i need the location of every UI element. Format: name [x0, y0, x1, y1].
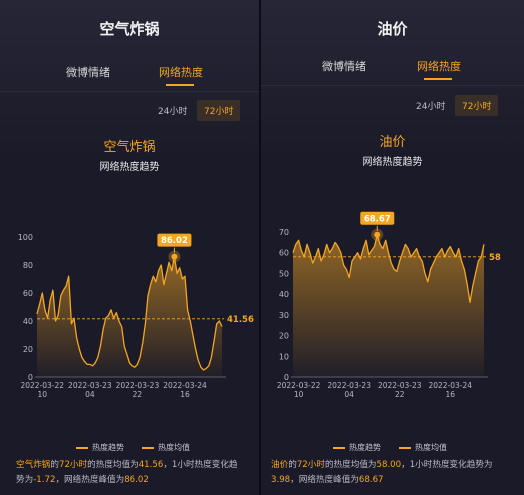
summary-change: 3.98 [271, 475, 291, 485]
chart-title: 油价 [379, 135, 406, 150]
summary-peak: 86.02 [124, 475, 149, 485]
summary-hours: 72小时 [59, 460, 88, 470]
legend-dashed-swatch [142, 446, 154, 449]
x-tick-label: 2022-03-23 [68, 381, 112, 390]
panel-oil-price: 油价 微博情绪 网络热度 24小时 72小时 油价 网络热度趋势 0 10 20 30… [261, 0, 524, 495]
summary-text: 的热度均值为 [324, 460, 377, 470]
panel-title: 油价 [377, 20, 408, 38]
range-24h-button[interactable]: 24小时 [416, 102, 446, 112]
peak-label: 68.67 [364, 214, 391, 224]
y-tick-label: 0 [28, 373, 33, 382]
y-tick-label: 40 [279, 290, 289, 299]
x-tick-label: 2022-03-22 [277, 381, 321, 390]
x-tick-sublabel: 22 [395, 390, 405, 399]
panel-air-fryer: 空气炸锅 微博情绪 网络热度 24小时 72小时 空气炸锅 网络热度趋势 0 20… [0, 0, 259, 495]
x-tick-label: 2022-03-23 [116, 381, 160, 390]
y-tick-label: 20 [279, 332, 289, 341]
summary-text: ，1小时热度变化趋势为 [401, 460, 493, 470]
y-tick-label: 80 [23, 261, 33, 270]
x-tick-label: 2022-03-24 [163, 381, 207, 390]
peak-point [171, 253, 178, 260]
legend-line-swatch [76, 446, 88, 449]
x-tick-sublabel: 04 [85, 390, 95, 399]
summary-text: 的 [288, 460, 297, 470]
peak-point [374, 231, 381, 238]
summary-text: ，网络热度峰值为 [290, 475, 359, 485]
summary-hours: 72小时 [296, 460, 325, 470]
y-tick-label: 100 [18, 233, 33, 242]
x-tick-label: 2022-03-23 [378, 381, 422, 390]
panel-title: 空气炸锅 [99, 20, 160, 38]
legend-trend-label: 热度趋势 [92, 443, 124, 452]
legend-line-swatch [333, 446, 345, 449]
trend-line [36, 255, 223, 371]
y-tick-label: 0 [284, 373, 289, 382]
chart-legend: 热度趋势 热度均值 [333, 442, 447, 453]
panel-separator [259, 0, 261, 495]
y-tick-label: 40 [23, 317, 33, 326]
summary-text: ，网络热度峰值为 [55, 475, 125, 485]
peak-badge [157, 233, 192, 247]
chart-title: 空气炸锅 [103, 140, 156, 155]
x-tick-sublabel: 10 [294, 390, 304, 399]
legend-trend-label: 热度趋势 [349, 443, 381, 452]
x-tick-sublabel: 16 [180, 390, 190, 399]
heat-summary: 油价的72小时的热度均值为58.00，1小时热度变化趋势为 3.98，网络热度峰值… [271, 458, 516, 488]
tab-weibo-sentiment[interactable]: 微博情绪 [66, 66, 110, 79]
summary-keyword: 油价 [271, 460, 289, 470]
summary-mean: 41.56 [138, 460, 164, 470]
tab-network-heat[interactable]: 网络热度 [159, 66, 203, 79]
range-24h-button[interactable]: 24小时 [158, 107, 188, 117]
trend-line [292, 234, 485, 304]
range-72h-button[interactable]: 72小时 [197, 100, 241, 121]
heat-trend-chart: 0204060801002022-03-22102022-03-23042022… [18, 233, 254, 399]
tab-divider [0, 91, 259, 92]
legend-dashed-swatch [399, 446, 411, 449]
tab-weibo-sentiment[interactable]: 微博情绪 [322, 60, 366, 73]
legend-mean-label: 热度均值 [158, 443, 190, 452]
x-tick-label: 2022-03-23 [327, 381, 371, 390]
heat-trend-chart: 0102030405060702022-03-22102022-03-23042… [277, 211, 501, 399]
x-tick-label: 2022-03-24 [428, 381, 472, 390]
y-tick-label: 70 [279, 228, 289, 237]
chart-subtitle: 网络热度趋势 [99, 162, 160, 173]
active-tab-indicator [166, 84, 194, 86]
summary-mean: 58.00 [376, 460, 402, 470]
y-tick-label: 10 [279, 352, 289, 361]
summary-text: ，1小时热度变化趋势为 [16, 460, 238, 485]
mean-label: 41.56 [227, 315, 254, 325]
peak-badge [360, 211, 395, 225]
heat-summary: 空气炸锅的72小时的热度均值为41.56，1小时热度变化趋势为-1.72，网络热… [16, 458, 246, 488]
x-tick-label: 2022-03-22 [20, 381, 64, 390]
tab-network-heat[interactable]: 网络热度 [417, 60, 461, 73]
y-tick-label: 20 [23, 345, 33, 354]
summary-text: 的 [50, 460, 59, 470]
legend-mean-label: 热度均值 [415, 443, 447, 452]
summary-text: 的热度均值为 [87, 460, 139, 470]
y-tick-label: 50 [279, 269, 289, 278]
trend-area [37, 256, 222, 377]
x-tick-sublabel: 16 [446, 390, 456, 399]
summary-peak: 68.67 [358, 475, 384, 485]
trend-area [293, 234, 484, 377]
y-tick-label: 30 [279, 311, 289, 320]
x-tick-sublabel: 10 [38, 390, 48, 399]
peak-label: 86.02 [161, 236, 188, 246]
x-tick-sublabel: 22 [133, 390, 143, 399]
summary-change: -1.72 [33, 475, 56, 485]
tab-divider [261, 85, 524, 86]
chart-legend: 热度趋势 热度均值 [76, 442, 190, 453]
y-tick-label: 60 [23, 289, 33, 298]
active-tab-indicator [424, 78, 452, 80]
mean-label: 58 [489, 253, 501, 263]
x-tick-sublabel: 04 [344, 390, 354, 399]
summary-keyword: 空气炸锅 [16, 460, 51, 470]
range-72h-button[interactable]: 72小时 [455, 95, 499, 116]
y-tick-label: 60 [279, 249, 289, 258]
chart-subtitle: 网络热度趋势 [362, 157, 423, 168]
